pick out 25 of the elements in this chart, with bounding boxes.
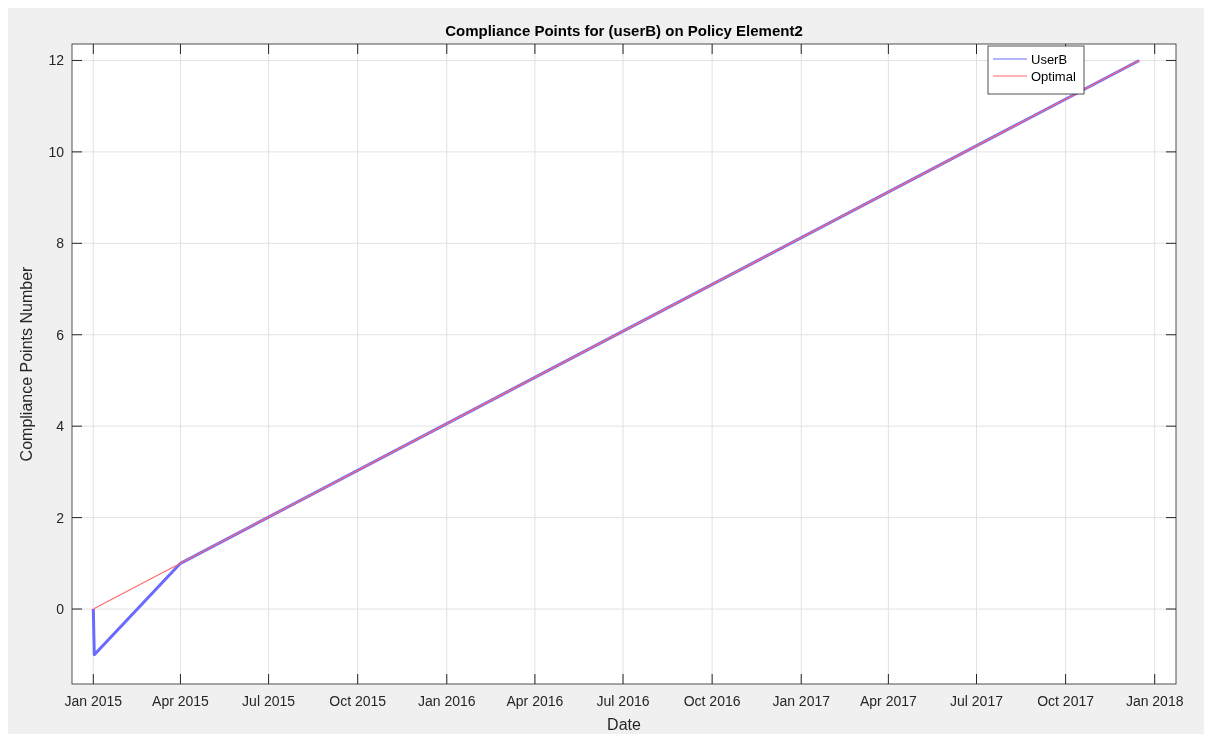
x-tick-label: Oct 2015 bbox=[329, 693, 387, 709]
x-tick-label: Apr 2016 bbox=[506, 693, 564, 709]
x-tick-label: Jul 2015 bbox=[242, 693, 296, 709]
x-tick-label: Apr 2015 bbox=[152, 693, 210, 709]
y-tick-label: 8 bbox=[56, 235, 65, 252]
y-tick-label: 2 bbox=[56, 509, 65, 526]
y-tick-label: 10 bbox=[48, 143, 65, 160]
x-tick-label: Oct 2016 bbox=[683, 693, 741, 709]
chart-title: Compliance Points for (userB) on Policy Element2 bbox=[445, 22, 803, 39]
x-tick-label: Apr 2017 bbox=[859, 693, 917, 709]
x-tick-label: Jan 2016 bbox=[417, 693, 476, 709]
y-tick-label: 12 bbox=[48, 52, 65, 69]
x-tick-label: Jan 2017 bbox=[772, 693, 831, 709]
y-tick-label: 6 bbox=[56, 326, 65, 343]
legend-label: Optimal bbox=[1031, 69, 1076, 84]
x-tick-label: Jan 2015 bbox=[64, 693, 123, 709]
x-tick-label: Jul 2017 bbox=[950, 693, 1004, 709]
y-tick-label: 4 bbox=[56, 418, 65, 435]
x-tick-label: Oct 2017 bbox=[1037, 693, 1095, 709]
y-tick-label: 0 bbox=[56, 601, 65, 618]
y-axis-title: Compliance Points Number bbox=[18, 265, 35, 462]
legend-label: UserB bbox=[1031, 52, 1068, 67]
x-axis-title: Date bbox=[607, 716, 641, 733]
x-tick-label: Jul 2016 bbox=[596, 693, 650, 709]
x-tick-label: Jan 2018 bbox=[1125, 693, 1184, 709]
